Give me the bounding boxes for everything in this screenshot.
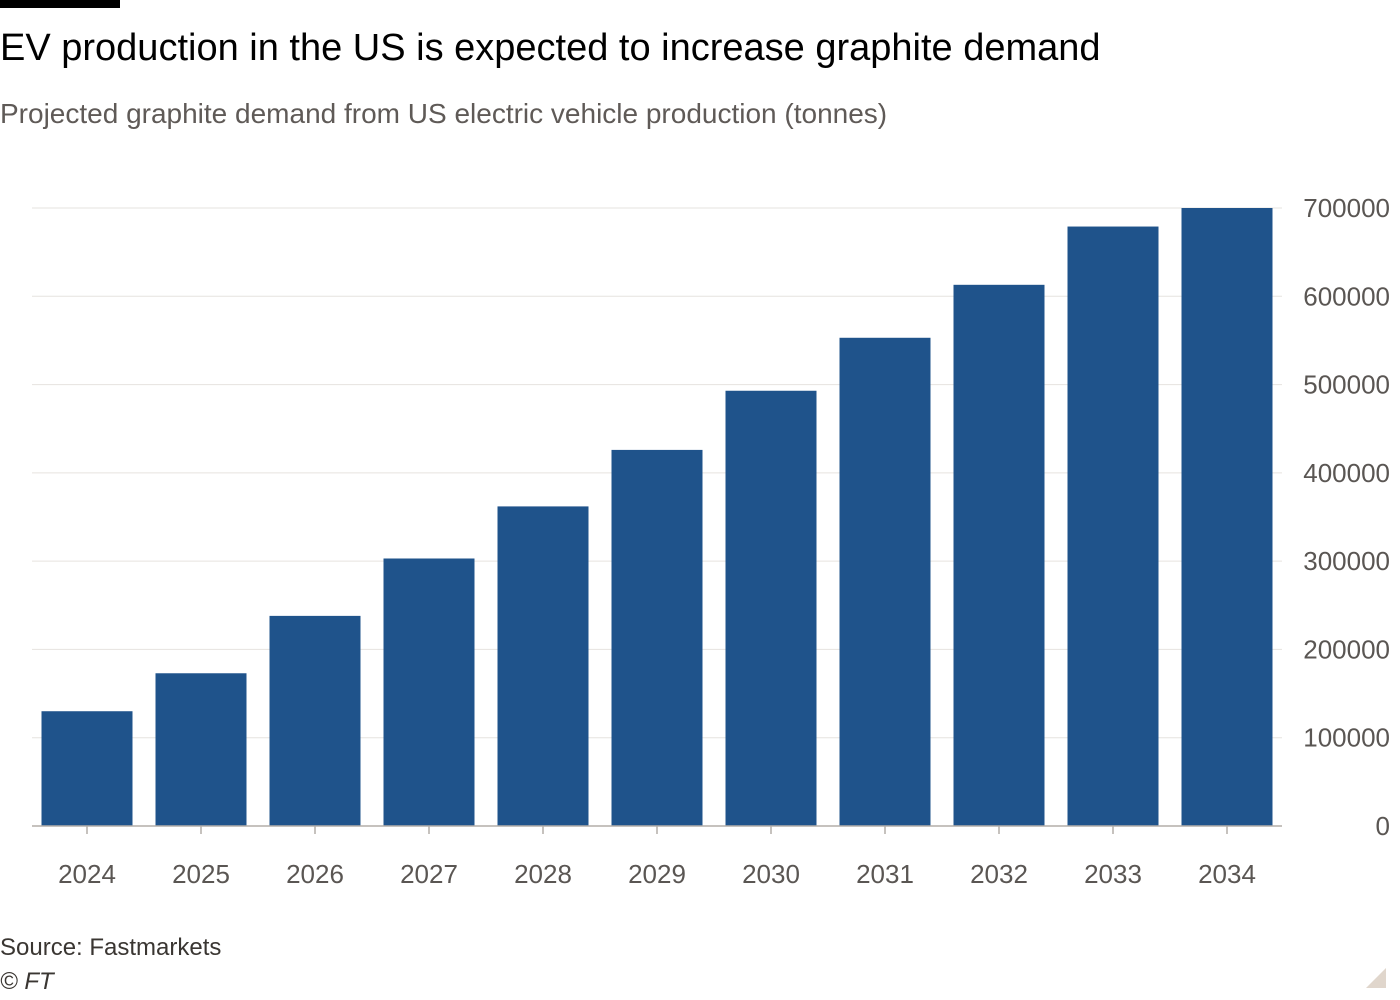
- y-tick-label: 100000: [1303, 723, 1390, 753]
- y-tick-label: 0: [1376, 811, 1390, 841]
- chart-subtitle: Projected graphite demand from US electr…: [0, 98, 888, 129]
- x-tick-label: 2030: [742, 859, 800, 889]
- bar-2029: [611, 449, 703, 826]
- bar-2024: [41, 711, 133, 826]
- y-tick-label: 700000: [1303, 193, 1390, 223]
- chart-title: EV production in the US is expected to i…: [0, 27, 1101, 69]
- x-tick-label: 2032: [970, 859, 1028, 889]
- bar-2033: [1067, 226, 1159, 827]
- y-axis: 0 100000 200000 300000 400000 500000 600000 700…: [1303, 193, 1390, 841]
- bar-2031: [839, 337, 931, 826]
- bar-2025: [155, 673, 247, 826]
- bar-2026: [269, 615, 361, 826]
- x-tick-label: 2033: [1084, 859, 1142, 889]
- x-tick-label: 2027: [400, 859, 458, 889]
- y-tick-label: 300000: [1303, 546, 1390, 576]
- y-tick-label: 400000: [1303, 458, 1390, 488]
- bars: [41, 208, 1273, 827]
- x-tick-label: 2024: [58, 859, 116, 889]
- x-tick-label: 2028: [514, 859, 572, 889]
- y-tick-label: 200000: [1303, 634, 1390, 664]
- bar-2030: [725, 390, 817, 826]
- copyright-credit: © FT: [0, 968, 54, 995]
- source-note: Source: Fastmarkets: [0, 934, 222, 961]
- y-tick-label: 600000: [1303, 281, 1390, 311]
- top-accent-bar: [0, 0, 120, 8]
- bar-2034: [1181, 208, 1273, 826]
- bar-2027: [383, 558, 475, 826]
- x-tick-label: 2034: [1198, 859, 1256, 889]
- bar-2028: [497, 506, 589, 826]
- corner-fold-icon: [1366, 968, 1386, 988]
- x-axis: 2024 2025 2026 2027 2028 2029 2030 2031 2032 2033…: [32, 825, 1282, 889]
- x-tick-label: 2025: [172, 859, 230, 889]
- x-tick-label: 2029: [628, 859, 686, 889]
- y-tick-label: 500000: [1303, 370, 1390, 400]
- x-tick-label: 2026: [286, 859, 344, 889]
- bar-2032: [953, 284, 1045, 826]
- x-tick-label: 2031: [856, 859, 914, 889]
